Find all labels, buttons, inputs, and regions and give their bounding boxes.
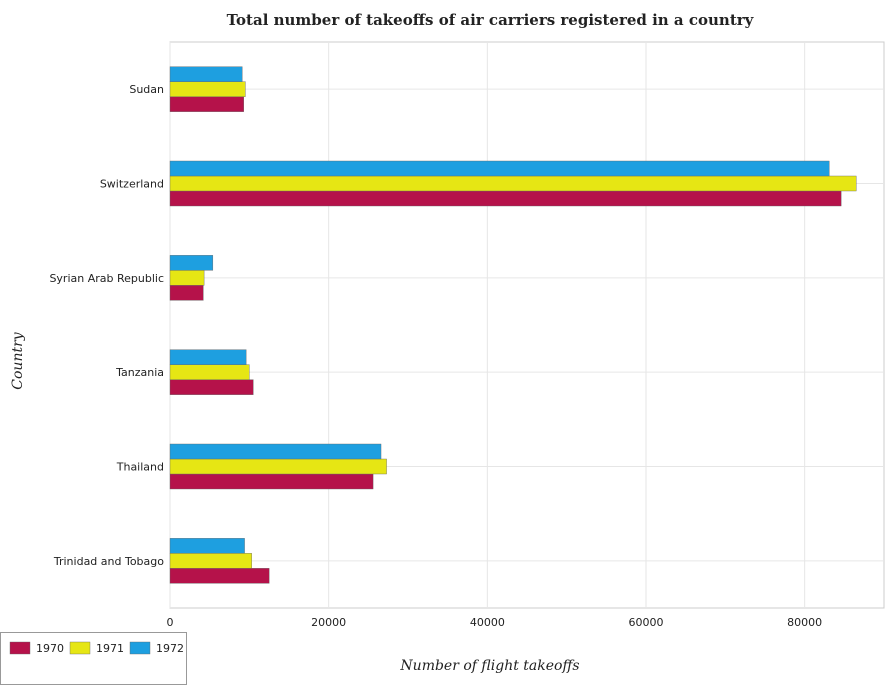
bar-1971-trinidad-and-tobago xyxy=(169,553,252,569)
legend-swatch-1972 xyxy=(129,641,151,655)
bar-1970-syrian-arab-republic xyxy=(169,285,204,301)
x-tick-labels: 0 20000 40000 60000 80000 xyxy=(167,616,823,629)
bar-1972-thailand xyxy=(169,443,382,460)
chart-title: Total number of takeoffs of air carriers… xyxy=(227,11,755,29)
bar-1972-trinidad-and-tobago xyxy=(169,538,245,554)
x-tick-label: 20000 xyxy=(311,616,346,629)
legend: 1970 1971 1972 xyxy=(0,632,187,685)
bar-1971-thailand xyxy=(169,458,387,475)
bar-1971-sudan xyxy=(169,81,246,97)
x-tick-label: 0 xyxy=(167,616,174,629)
bar-1970-thailand xyxy=(169,473,374,490)
bar-1971-tanzania xyxy=(169,364,250,380)
grid xyxy=(169,41,885,609)
y-tick-label: Syrian Arab Republic xyxy=(49,272,164,285)
bar-1971-switzerland xyxy=(169,175,857,192)
legend-label-1972: 1972 xyxy=(156,642,184,655)
bar-1970-trinidad-and-tobago xyxy=(169,568,270,584)
legend-label-1970: 1970 xyxy=(36,642,64,655)
bar-1970-switzerland xyxy=(169,190,842,207)
y-tick-label: Sudan xyxy=(129,83,164,96)
bar-1970-tanzania xyxy=(169,379,254,395)
x-tick-label: 60000 xyxy=(629,616,664,629)
bar-1972-syrian-arab-republic xyxy=(169,255,214,271)
plot-frame xyxy=(169,41,885,609)
bar-1971-syrian-arab-republic xyxy=(169,270,205,286)
y-tick-label: Switzerland xyxy=(100,178,164,191)
x-tick-label: 80000 xyxy=(787,616,822,629)
bar-1972-sudan xyxy=(169,66,243,82)
legend-label-1971: 1971 xyxy=(96,642,124,655)
bar-1972-tanzania xyxy=(169,349,247,365)
y-axis-label: Country xyxy=(10,331,26,389)
y-tick-label: Trinidad and Tobago xyxy=(53,555,164,568)
bar-1970-sudan xyxy=(169,96,244,112)
bars xyxy=(169,66,857,584)
bar-1972-switzerland xyxy=(169,160,830,177)
x-axis-label: Number of flight takeoffs xyxy=(399,658,579,674)
x-tick-label: 40000 xyxy=(470,616,505,629)
y-tick-label: Tanzania xyxy=(115,366,164,379)
y-tick-labels: Sudan Switzerland Syrian Arab Republic Tanz… xyxy=(49,83,164,568)
y-tick-label: Thailand xyxy=(116,461,164,474)
legend-swatch-1970 xyxy=(9,641,31,655)
legend-box xyxy=(0,632,187,685)
legend-swatch-1971 xyxy=(69,641,91,655)
